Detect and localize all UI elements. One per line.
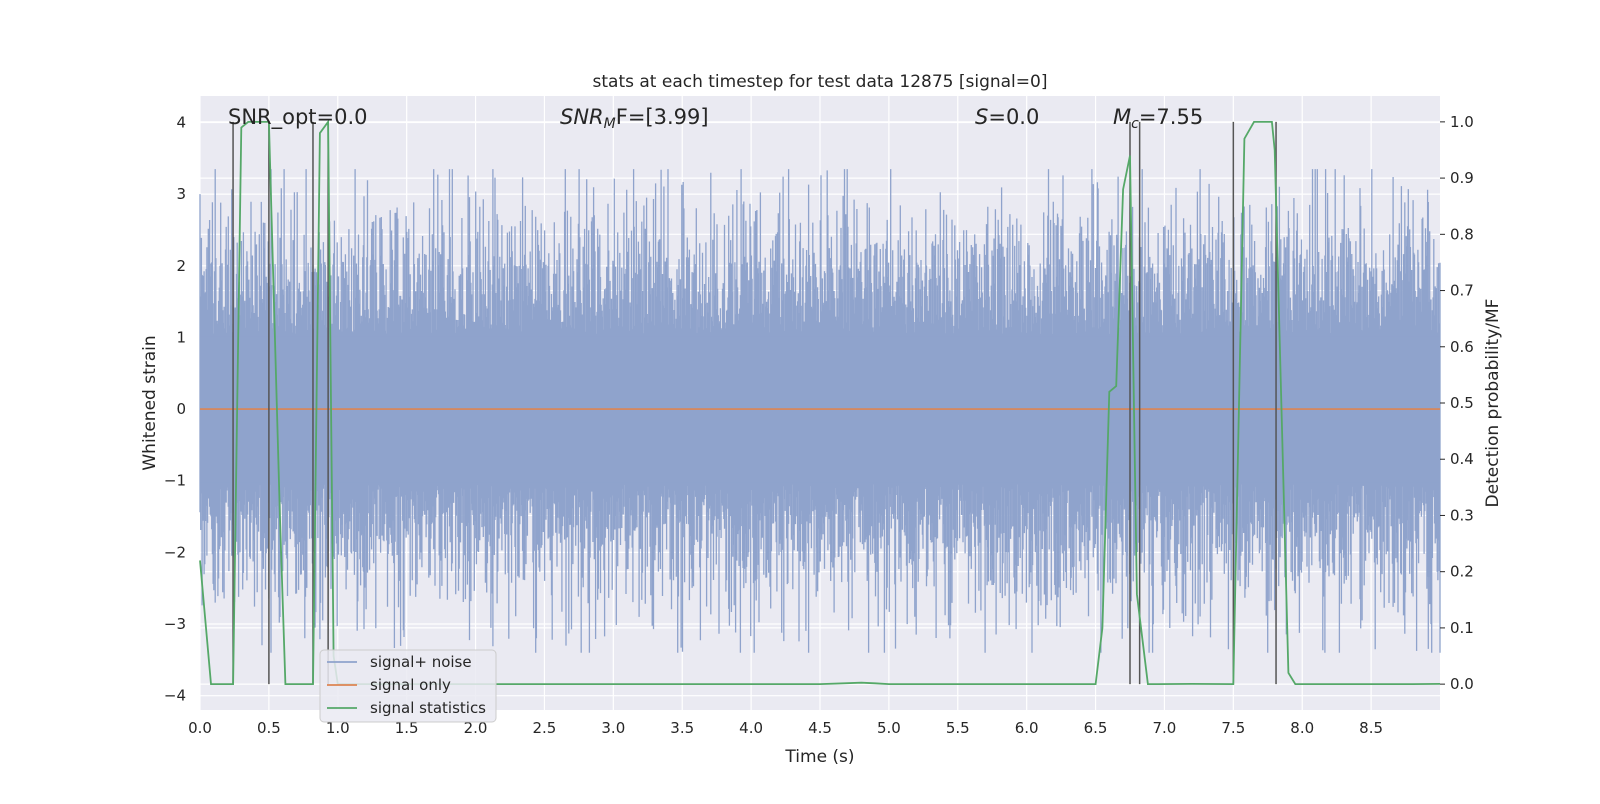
- y-right-tick-label: 0.9: [1450, 169, 1474, 187]
- x-tick-label: 1.0: [326, 719, 350, 737]
- x-tick-label: 4.0: [739, 719, 763, 737]
- annotation-mc-name: M: [1113, 105, 1131, 129]
- y-right-tick-label: 0.0: [1450, 675, 1474, 693]
- legend-label-signal: signal only: [370, 676, 451, 694]
- x-tick-label: 3.5: [670, 719, 694, 737]
- x-tick-label: 8.0: [1290, 719, 1314, 737]
- x-tick-label: 1.5: [395, 719, 419, 737]
- x-tick-label: 6.5: [1084, 719, 1108, 737]
- x-tick-label: 7.0: [1153, 719, 1177, 737]
- x-tick-label: 8.5: [1359, 719, 1383, 737]
- annotation-snr-mf: SNRMF=[3.99]: [560, 105, 709, 132]
- y-right-tick-label: 0.6: [1450, 338, 1474, 356]
- annotation-mc-rest: =7.55: [1139, 105, 1203, 129]
- x-tick-label: 7.5: [1221, 719, 1245, 737]
- y-right-tick-label: 0.3: [1450, 506, 1474, 524]
- x-tick-label: 0.5: [257, 719, 281, 737]
- legend-label-stats: signal statistics: [370, 699, 486, 717]
- annotation-s-rest: =0.0: [988, 105, 1039, 129]
- x-tick-label: 2.0: [464, 719, 488, 737]
- x-tick-label: 2.5: [533, 719, 557, 737]
- y-right-tick-label: 0.1: [1450, 619, 1474, 637]
- y-right-tick-label: 0.2: [1450, 563, 1474, 581]
- legend: signal+ noise signal only signal statist…: [319, 649, 497, 723]
- y-left-tick-label: −3: [164, 615, 186, 633]
- y-left-tick-label: 3: [176, 185, 186, 203]
- y-right-tick-label: 0.8: [1450, 225, 1474, 243]
- annotation-snr-mf-name: SNR: [560, 105, 604, 129]
- legend-label-noise: signal+ noise: [370, 653, 472, 671]
- x-tick-label: 4.5: [808, 719, 832, 737]
- annotation-s: S=0.0: [975, 105, 1039, 129]
- y-right-tick-label: 0.5: [1450, 394, 1474, 412]
- annotation-mc: Mc=7.55: [1113, 105, 1203, 132]
- x-tick-label: 6.0: [1015, 719, 1039, 737]
- annotation-snr-mf-rest: F=[3.99]: [616, 105, 709, 129]
- x-tick-label: 5.5: [946, 719, 970, 737]
- y-left-tick-label: −4: [164, 687, 186, 705]
- annotation-s-name: S: [975, 105, 988, 129]
- annotation-snr-mf-sub: M: [604, 116, 616, 132]
- detection-vertical-lines: [232, 121, 1277, 685]
- y-left-tick-label: 2: [176, 257, 186, 275]
- x-axis-label: Time (s): [784, 747, 854, 767]
- y-right-tick-label: 1.0: [1450, 113, 1474, 131]
- y-left-tick-label: 0: [176, 400, 186, 418]
- y-left-tick-label: −2: [164, 543, 186, 561]
- x-tick-label: 0.0: [188, 719, 212, 737]
- y-axis-label-left: Whitened strain: [140, 335, 160, 470]
- y-axis-label-right: Detection probability/MF: [1483, 299, 1503, 508]
- annotation-snr-opt: SNR_opt=0.0: [228, 105, 368, 130]
- y-left-tick-label: 4: [176, 114, 186, 132]
- x-tick-label: 5.0: [877, 719, 901, 737]
- y-left-tick-label: 1: [176, 328, 186, 346]
- chart-title: stats at each timestep for test data 128…: [593, 72, 1048, 92]
- y-right-tick-label: 0.4: [1450, 450, 1474, 468]
- legend-box: [319, 649, 497, 723]
- y-left-tick-label: −1: [164, 472, 186, 490]
- signal-statistics-line: [199, 119, 1441, 686]
- x-tick-label: 3.0: [601, 719, 625, 737]
- y-right-tick-label: 0.7: [1450, 282, 1474, 300]
- tick-labels: 0.0 0.5 1.0 1.5 2.0 2.5 3.0 3.5 4.0 4.5 5.0 5.5 6.0 6…: [164, 113, 1474, 737]
- annotation-mc-sub: c: [1131, 116, 1139, 132]
